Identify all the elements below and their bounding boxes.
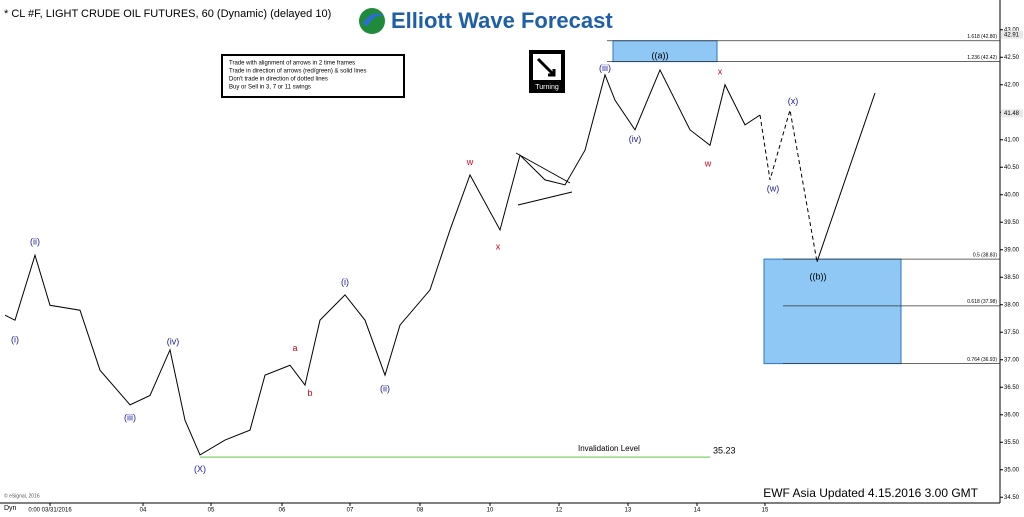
y-tick-label: 36.50 (1004, 385, 1020, 391)
rule: Trade with alignment of arrows in 2 time… (229, 61, 355, 67)
x-tick-label: 12 (556, 508, 563, 514)
wave-label: (i) (341, 277, 349, 287)
wave-label: (x) (788, 96, 799, 106)
invalidation-value: 35.23 (713, 445, 736, 455)
price-line (816, 92, 876, 263)
x-tick-label: 08 (417, 508, 424, 514)
y-tick-label: 37.50 (1004, 330, 1020, 336)
turning-arrow (536, 57, 556, 77)
triangle-pattern (515, 152, 573, 206)
turning-label: Turning (535, 84, 559, 91)
wave-label: (iv) (167, 337, 180, 347)
price-tag-label: 41.48 (1004, 111, 1020, 117)
wave-label: (iii) (124, 412, 136, 422)
price-tag (1001, 30, 1023, 39)
rule: Buy or Sell in 3, 7 or 11 swings (229, 85, 311, 91)
rule: Trade in direction of arrows (red/green)… (229, 69, 367, 75)
invalidation-label: Invalidation Level (578, 444, 640, 453)
fib-label: 0.764 (36.93) (967, 357, 997, 363)
y-tick-label: 39.00 (1004, 247, 1020, 253)
y-tick-label: 40.50 (1004, 165, 1020, 171)
x-tick-label: 04 (140, 508, 147, 514)
fib-label: 1.618 (42.80) (967, 34, 997, 40)
wave-label: (ii) (380, 383, 390, 393)
x-tick-label: 06 (279, 508, 286, 514)
footer: EWF Asia Updated 4.15.2016 3.00 GMT (763, 486, 978, 500)
triangle-line (517, 191, 573, 206)
wave-label: (iv) (629, 134, 642, 144)
brand: Elliott Wave Forecast (391, 8, 613, 33)
y-tick-label: 41.00 (1004, 137, 1020, 143)
x-tick-label: 14 (694, 508, 701, 514)
rules-box (221, 54, 405, 98)
price-tag-label: 42.91 (1004, 32, 1020, 38)
price-line (4, 68, 761, 456)
wave-label: (w) (767, 184, 780, 194)
logo: Elliott Wave Forecast (359, 8, 613, 34)
wave-label: (i) (11, 334, 19, 344)
dyn-label[interactable]: Dyn (4, 505, 17, 512)
wave-label: a (292, 343, 297, 353)
rule: Don't trade in direction of dotted lines (229, 77, 328, 83)
wave-label: ((a)) (652, 51, 669, 61)
x-tick-label: 0:00 03/31/2016 (28, 508, 72, 514)
wave-label: (ii) (30, 236, 40, 246)
y-tick-label: 35.00 (1004, 467, 1020, 473)
copyright: © eSignal, 2016 (4, 492, 40, 499)
y-tick-label: 36.00 (1004, 412, 1020, 418)
price-line (759, 109, 818, 262)
price-tag (1001, 109, 1023, 118)
wave-label: b (307, 388, 312, 398)
turning-icon: Turning (529, 50, 565, 93)
wave-label: x (718, 66, 723, 76)
wave-label: w (466, 157, 474, 167)
wave-label: w (704, 158, 712, 168)
x-tick-label: 05 (208, 508, 215, 514)
x-tick-label: 15 (762, 508, 769, 514)
fib-label: 0.5 (38.83) (973, 252, 998, 258)
x-tick-label: 10 (487, 508, 494, 514)
y-tick-label: 38.50 (1004, 275, 1020, 281)
x-tick-label: 07 (347, 508, 354, 514)
y-tick-label: 37.00 (1004, 357, 1020, 363)
x-tick-label: 13 (625, 508, 632, 514)
wave-label: ((b)) (810, 272, 827, 282)
fib-label: 1.236 (42.42) (967, 55, 997, 61)
y-tick-label: 43.00 (1004, 27, 1020, 33)
target-zone (763, 258, 902, 365)
fib-label: 0.618 (37.98) (967, 299, 997, 305)
y-tick-label: 42.50 (1004, 55, 1020, 61)
y-tick-label: 35.50 (1004, 440, 1020, 446)
y-tick-label: 38.00 (1004, 302, 1020, 308)
y-tick-label: 34.50 (1004, 495, 1020, 501)
wave-label: x (496, 241, 501, 251)
y-tick-label: 42.00 (1004, 82, 1020, 88)
wave-label: (X) (194, 464, 206, 474)
chart-title: * CL #F, LIGHT CRUDE OIL FUTURES, 60 (Dy… (4, 8, 331, 20)
triangle-line (515, 152, 571, 184)
y-tick-label: 39.50 (1004, 220, 1020, 226)
logo-swoosh (362, 13, 384, 26)
logo-icon (359, 8, 385, 34)
y-tick-label: 40.00 (1004, 192, 1020, 198)
wave-label: (iii) (599, 63, 611, 73)
